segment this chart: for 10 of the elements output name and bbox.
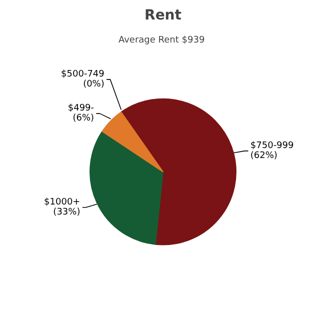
chart-title: Rent	[144, 8, 182, 24]
text: (0%)	[83, 79, 104, 90]
chart-subtitle: Average Rent $939	[118, 36, 205, 46]
data-label: (33%)	[53, 207, 80, 218]
slice-label: $1000+	[44, 197, 80, 208]
category-label: $500-749	[61, 69, 104, 80]
slice-label: $499-	[68, 104, 94, 114]
data-label: (62%)	[250, 150, 278, 161]
data-label: (6%)	[72, 114, 94, 124]
slice-label: $750-999	[250, 140, 294, 151]
